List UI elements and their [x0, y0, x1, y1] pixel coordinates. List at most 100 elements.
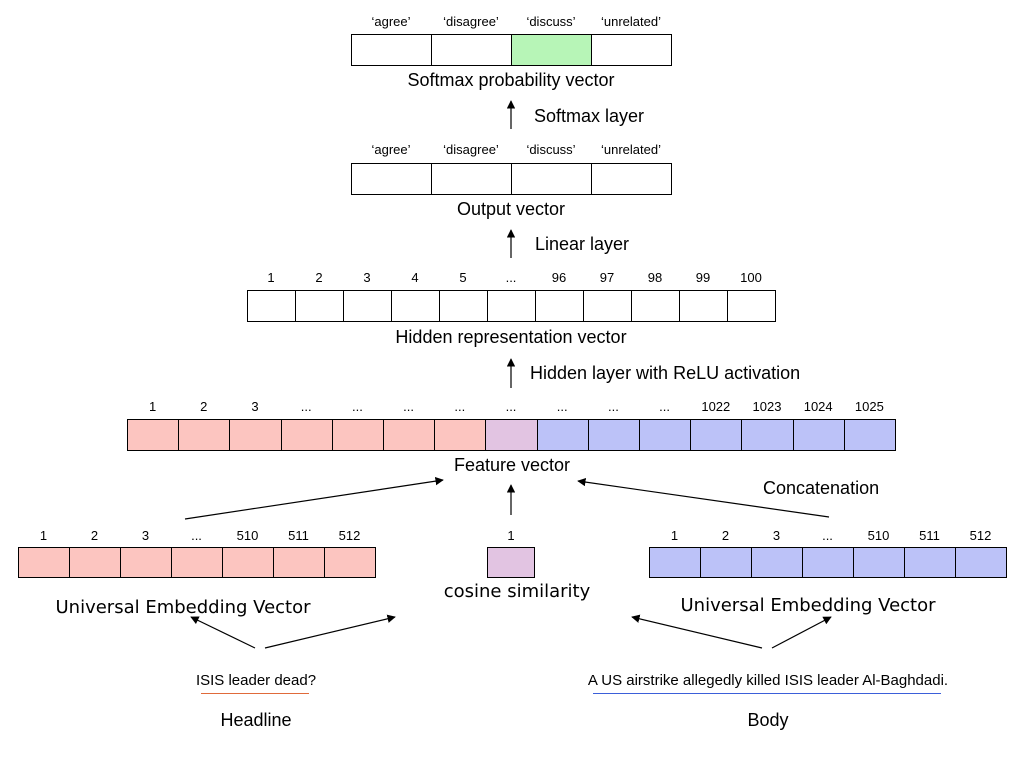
- feature-vector-label: 2: [200, 399, 208, 414]
- headline-embedding-cell: [222, 547, 274, 578]
- body-embedding-cell: [649, 547, 701, 578]
- softmax-vector-label: ‘agree’: [371, 14, 411, 29]
- output-vector-cell: [351, 163, 432, 195]
- body-embedding-label: 510: [867, 528, 890, 543]
- cosine-similarity-cell: [487, 547, 535, 578]
- softmax-vector-cell: [431, 34, 512, 66]
- feature-vector-label: 3: [251, 399, 259, 414]
- hidden-vector-label: 3: [363, 270, 371, 285]
- body-embedding-cell: [904, 547, 956, 578]
- headline-embedding-label: 2: [90, 528, 99, 543]
- hidden-vector-cell: [631, 290, 680, 322]
- hidden-layer-label: Hidden layer with ReLU activation: [530, 363, 801, 383]
- feature-vector-label: ...: [505, 399, 517, 414]
- softmax-vector-label: ‘disagree’: [443, 14, 499, 29]
- hidden-vector-label: 99: [695, 270, 711, 285]
- body-caption: Body: [747, 710, 789, 730]
- feature-vector-cell: [331, 419, 384, 451]
- headline-embedding-label: ...: [191, 528, 202, 543]
- body-embedding-title: Universal Embedding Vector: [680, 595, 936, 616]
- feature-vector-label: ...: [300, 399, 312, 414]
- feature-vector-label: ...: [403, 399, 415, 414]
- hidden-vector-label: 98: [647, 270, 663, 285]
- hidden-vector-label: 5: [459, 270, 467, 285]
- body-underline: [593, 693, 941, 694]
- headline-embedding-label: 512: [338, 528, 361, 543]
- headline-embedding-label: 1: [39, 528, 48, 543]
- feature-vector-label: 1: [148, 399, 157, 414]
- feature-vector-label: 1023: [752, 399, 782, 414]
- arrow-headline-to-left-emb: [190, 616, 256, 649]
- headline-embedding-cell: [69, 547, 121, 578]
- headline-underline: [201, 693, 309, 694]
- hidden-vector-label: ...: [505, 270, 517, 285]
- headline-embedding-cell: [120, 547, 172, 578]
- body-embedding-cell: [853, 547, 905, 578]
- cosine-similarity-label: 1: [507, 528, 515, 543]
- body-embedding-cell: [802, 547, 854, 578]
- arrow-headline-emb-to-feature: [184, 476, 444, 520]
- body-embedding-label: 511: [919, 528, 940, 543]
- feature-vector-cell: [434, 419, 487, 451]
- feature-vector-cell: [690, 419, 743, 451]
- body-embedding-label: ...: [822, 528, 833, 543]
- feature-vector-cell: [587, 419, 640, 451]
- feature-vector-cell: [792, 419, 845, 451]
- feature-vector-cell: [383, 419, 436, 451]
- hidden-vector-cell: [295, 290, 344, 322]
- concatenation-label: Concatenation: [763, 478, 880, 498]
- feature-vector-cell: [127, 419, 180, 451]
- output-vector-label: ‘discuss’: [526, 142, 576, 157]
- body-embedding-cell: [700, 547, 752, 578]
- headline-embedding-cell: [171, 547, 223, 578]
- feature-vector-cell: [536, 419, 589, 451]
- feature-vector-cell: [843, 419, 896, 451]
- hidden-vector-label: 2: [315, 270, 323, 285]
- hidden-vector-label: 4: [411, 270, 419, 285]
- hidden-vector-title: Hidden representation vector: [395, 327, 627, 347]
- feature-vector-label: 1024: [803, 399, 833, 414]
- feature-vector-cell: [485, 419, 538, 451]
- arrow-headline-to-cosine: [264, 614, 396, 649]
- hidden-vector-cell: [583, 290, 632, 322]
- hidden-vector-cell: [391, 290, 440, 322]
- body-embedding-cell: [955, 547, 1007, 578]
- feature-vector-title: Feature vector: [453, 455, 571, 475]
- body-embedding-label: 2: [721, 528, 730, 543]
- hidden-vector-label: 1: [267, 270, 275, 285]
- softmax-vector-label: ‘unrelated’: [601, 14, 661, 29]
- output-vector-title: Output vector: [456, 199, 566, 219]
- body-embedding-cell: [751, 547, 803, 578]
- linear-layer-label: Linear layer: [535, 234, 630, 254]
- body-embedding-label: 3: [772, 528, 781, 543]
- output-vector-cell: [431, 163, 512, 195]
- headline-embedding-cell: [18, 547, 70, 578]
- softmax-vector-title: Softmax probability vector: [407, 70, 615, 90]
- hidden-vector-cell: [679, 290, 728, 322]
- body-embedding-label: 1: [670, 528, 679, 543]
- arrow-body-to-cosine: [631, 614, 763, 649]
- softmax-vector-cell: [351, 34, 432, 66]
- feature-vector-cell: [280, 419, 333, 451]
- hidden-vector-label: 97: [599, 270, 615, 285]
- feature-vector-label: 1025: [854, 399, 884, 414]
- hidden-vector-cell: [343, 290, 392, 322]
- arrow-body-emb-to-feature: [577, 477, 830, 518]
- feature-vector-cell: [741, 419, 794, 451]
- hidden-vector-label: 96: [551, 270, 567, 285]
- feature-vector-label: ...: [556, 399, 568, 414]
- feature-vector-label: ...: [607, 399, 619, 414]
- headline-embedding-cell: [324, 547, 376, 578]
- headline-embedding-label: 510: [236, 528, 259, 543]
- softmax-vector-cell: [591, 34, 672, 66]
- feature-vector-cell: [229, 419, 282, 451]
- body-embedding-label: 512: [969, 528, 992, 543]
- softmax-vector-cell: [511, 34, 592, 66]
- feature-vector-label: ...: [351, 399, 363, 414]
- headline-embedding-label: 511: [288, 528, 309, 543]
- hidden-vector-cell: [439, 290, 488, 322]
- feature-vector-label: ...: [659, 399, 671, 414]
- hidden-vector-cell: [487, 290, 536, 322]
